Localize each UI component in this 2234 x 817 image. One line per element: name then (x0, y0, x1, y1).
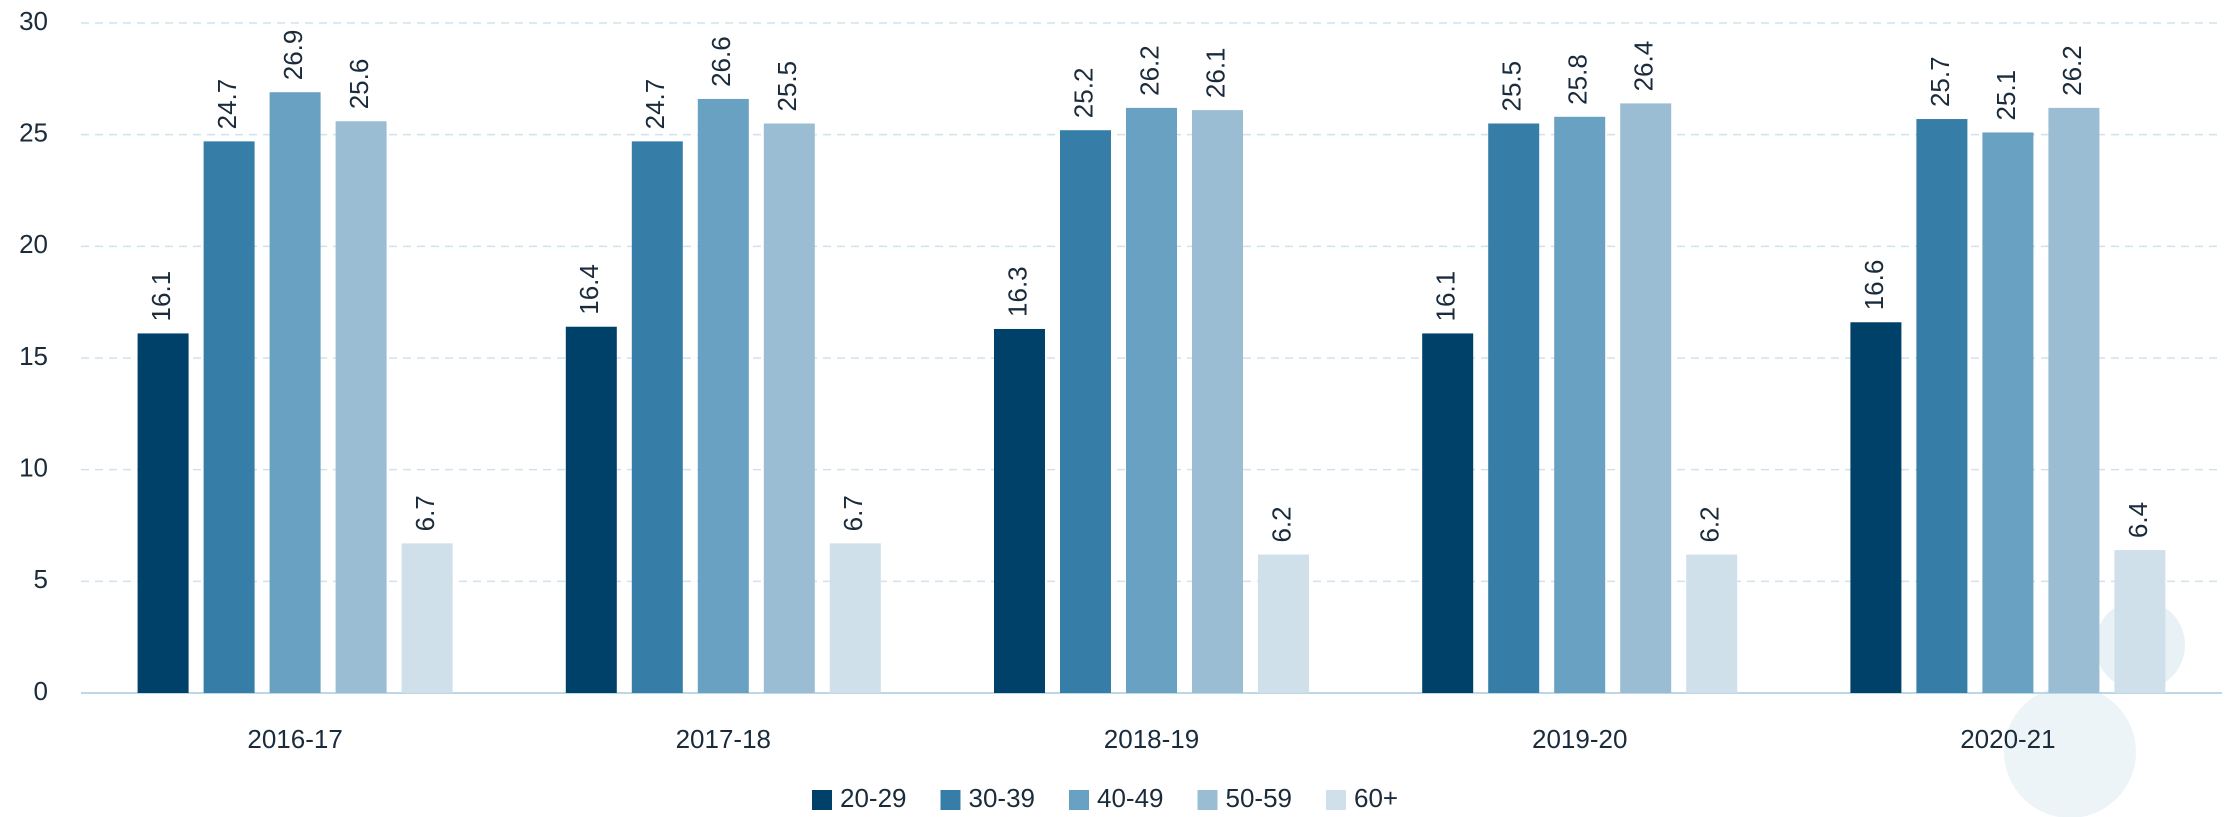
x-tick-label: 2017-18 (676, 724, 771, 754)
bar (829, 543, 881, 693)
legend-label: 40-49 (1097, 783, 1164, 813)
value-label: 26.9 (278, 30, 308, 81)
bar (1192, 110, 1243, 694)
legend-swatch (812, 790, 832, 810)
bar (1850, 322, 1902, 693)
value-label: 25.6 (344, 59, 374, 110)
y-tick-label: 5 (34, 564, 48, 594)
bar (631, 141, 683, 693)
legend-label: 60+ (1354, 783, 1398, 813)
bar (203, 141, 255, 693)
value-label: 26.4 (1629, 41, 1659, 92)
y-tick-label: 15 (19, 341, 48, 371)
value-label: 24.7 (212, 79, 242, 130)
legend-label: 50-59 (1226, 783, 1293, 813)
value-label: 6.7 (410, 495, 440, 531)
x-tick-label: 2020-21 (1960, 724, 2055, 754)
legend-swatch (1069, 790, 1089, 810)
value-label: 26.6 (706, 36, 736, 87)
value-label: 26.2 (1134, 45, 1164, 96)
value-label: 25.8 (1563, 54, 1593, 105)
y-tick-label: 20 (19, 229, 48, 259)
bar (269, 92, 321, 693)
value-label: 16.3 (1002, 266, 1032, 317)
value-label: 6.7 (838, 495, 868, 531)
value-label: 6.2 (1266, 506, 1296, 542)
y-tick-label: 10 (19, 453, 48, 483)
bar (401, 543, 453, 693)
bar (1060, 130, 1111, 693)
bar (763, 123, 815, 693)
value-label: 6.4 (2123, 502, 2153, 538)
value-label: 6.2 (1695, 506, 1725, 542)
bar (994, 328, 1045, 693)
value-label: 26.1 (1200, 47, 1230, 98)
bar (565, 326, 617, 693)
bar (697, 98, 749, 693)
y-tick-label: 30 (19, 6, 48, 36)
x-tick-label: 2018-19 (1104, 724, 1199, 754)
value-label: 25.1 (1991, 70, 2021, 121)
x-tick-label: 2019-20 (1532, 724, 1627, 754)
bar (1488, 123, 1540, 693)
legend-swatch (940, 790, 961, 810)
bar (1620, 103, 1672, 693)
value-label: 25.7 (1925, 56, 1955, 107)
x-tick-label: 2016-17 (247, 724, 342, 754)
bar (1126, 107, 1177, 693)
legend-swatch (1326, 790, 1346, 810)
value-label: 24.7 (640, 79, 670, 130)
bar (1916, 119, 1968, 694)
value-label: 16.1 (146, 271, 176, 322)
value-label: 16.4 (574, 264, 604, 315)
y-tick-label: 0 (34, 676, 48, 706)
bar (1554, 116, 1606, 694)
legend-label: 20-29 (840, 783, 907, 813)
bar (1258, 554, 1309, 693)
bar (1422, 333, 1474, 693)
value-label: 16.6 (1859, 260, 1889, 311)
y-tick-label: 25 (19, 118, 48, 148)
value-label: 25.5 (772, 61, 802, 112)
value-label: 26.2 (2057, 45, 2087, 96)
value-label: 25.5 (1497, 61, 1527, 112)
value-label: 25.2 (1068, 68, 1098, 119)
legend-swatch (1197, 790, 1218, 810)
value-label: 16.1 (1431, 271, 1461, 322)
bar (137, 333, 189, 693)
bar (2048, 107, 2100, 693)
legend-label: 30-39 (969, 783, 1036, 813)
bar (335, 121, 387, 694)
bar (2114, 550, 2166, 693)
bar (1686, 554, 1738, 693)
decoration (2004, 686, 2136, 817)
bar (1982, 132, 2034, 693)
